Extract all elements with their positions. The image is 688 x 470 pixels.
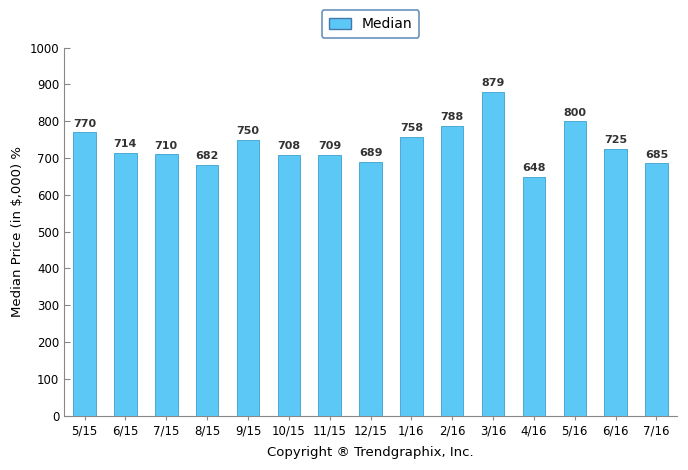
Text: 879: 879	[482, 78, 505, 88]
Legend: Median: Median	[321, 10, 420, 38]
Text: 770: 770	[73, 118, 96, 128]
Text: 714: 714	[114, 139, 137, 149]
Bar	[645, 164, 667, 415]
Text: 750: 750	[237, 126, 259, 136]
Text: 725: 725	[604, 135, 627, 145]
Bar	[563, 121, 586, 415]
Bar	[400, 137, 422, 415]
Bar	[319, 155, 341, 415]
Y-axis label: Median Price (in $,000) %: Median Price (in $,000) %	[11, 146, 24, 317]
Text: 709: 709	[318, 141, 341, 151]
Text: 800: 800	[563, 108, 586, 118]
X-axis label: Copyright ® Trendgraphix, Inc.: Copyright ® Trendgraphix, Inc.	[267, 446, 474, 459]
Bar	[74, 132, 96, 415]
Text: 758: 758	[400, 123, 423, 133]
Text: 685: 685	[645, 150, 668, 160]
Bar	[441, 125, 464, 415]
Bar	[604, 149, 627, 415]
Text: 788: 788	[440, 112, 464, 122]
Bar	[114, 153, 137, 415]
Text: 710: 710	[155, 141, 178, 150]
Text: 648: 648	[522, 164, 546, 173]
Bar	[196, 164, 218, 415]
Text: 682: 682	[195, 151, 219, 161]
Bar	[237, 140, 259, 415]
Bar	[359, 162, 382, 415]
Bar	[277, 155, 300, 415]
Bar	[482, 92, 504, 415]
Text: 708: 708	[277, 141, 301, 151]
Text: 689: 689	[358, 149, 383, 158]
Bar	[523, 177, 545, 415]
Bar	[155, 154, 178, 415]
